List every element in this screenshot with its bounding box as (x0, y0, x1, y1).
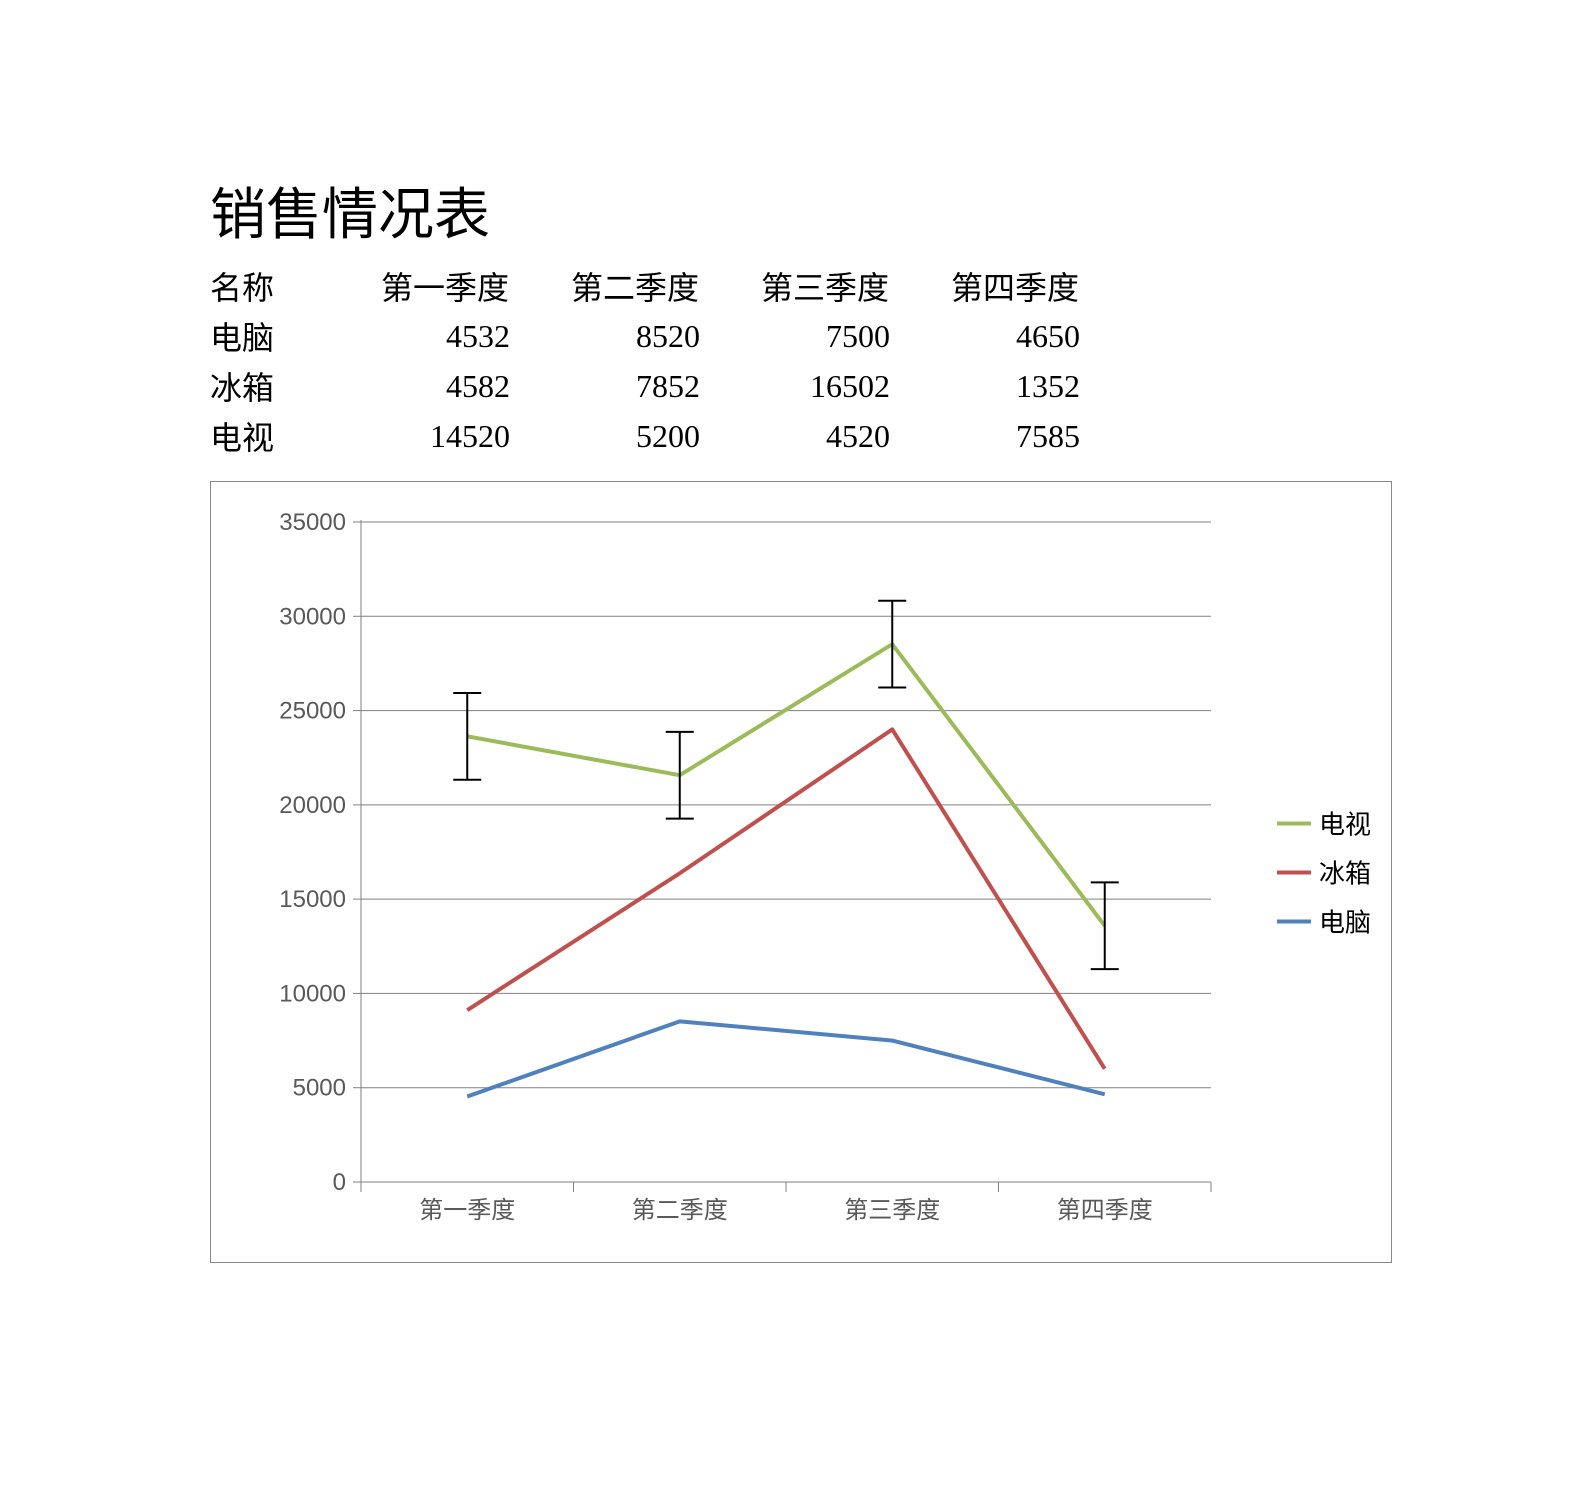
svg-text:15000: 15000 (279, 886, 346, 913)
table-row: 电视 14520 5200 4520 7585 (210, 411, 1110, 461)
svg-text:第四季度: 第四季度 (1057, 1197, 1153, 1224)
cell: 1352 (920, 361, 1110, 411)
cell: 5200 (540, 411, 730, 461)
cell: 4520 (730, 411, 920, 461)
svg-text:第一季度: 第一季度 (419, 1197, 515, 1224)
svg-text:第三季度: 第三季度 (844, 1197, 940, 1224)
cell: 7852 (540, 361, 730, 411)
chart-svg: 0 5000 10000 15000 20000 25000 30000 35000 第一季度 第… (211, 482, 1391, 1262)
col-q4: 第四季度 (920, 261, 1110, 311)
legend-label-fridge: 冰箱 (1319, 854, 1371, 891)
col-name: 名称 (210, 261, 350, 311)
page-title: 销售情况表 (210, 170, 1446, 251)
col-q1: 第一季度 (350, 261, 540, 311)
row-name: 冰箱 (210, 361, 350, 411)
legend-item-fridge: 冰箱 (1277, 854, 1371, 891)
cell: 16502 (730, 361, 920, 411)
legend-label-pc: 电脑 (1319, 903, 1371, 940)
legend-swatch-pc (1277, 919, 1311, 923)
svg-text:5000: 5000 (293, 1075, 346, 1102)
svg-text:0: 0 (333, 1169, 346, 1196)
svg-text:30000: 30000 (279, 603, 346, 630)
chart-legend: 电视 冰箱 电脑 (1277, 793, 1371, 952)
col-q3: 第三季度 (730, 261, 920, 311)
svg-text:第二季度: 第二季度 (632, 1197, 728, 1224)
svg-text:10000: 10000 (279, 980, 346, 1007)
row-name: 电视 (210, 411, 350, 461)
row-name: 电脑 (210, 311, 350, 361)
cell: 4532 (350, 311, 540, 361)
cell: 8520 (540, 311, 730, 361)
table-row: 电脑 4532 8520 7500 4650 (210, 311, 1110, 361)
cell: 7585 (920, 411, 1110, 461)
table-header-row: 名称 第一季度 第二季度 第三季度 第四季度 (210, 261, 1110, 311)
svg-text:20000: 20000 (279, 792, 346, 819)
svg-text:25000: 25000 (279, 698, 346, 725)
legend-label-tv: 电视 (1319, 805, 1371, 842)
cell: 14520 (350, 411, 540, 461)
line-chart: 0 5000 10000 15000 20000 25000 30000 35000 第一季度 第… (210, 481, 1392, 1263)
svg-text:35000: 35000 (279, 509, 346, 536)
table-row: 冰箱 4582 7852 16502 1352 (210, 361, 1110, 411)
page: 销售情况表 名称 第一季度 第二季度 第三季度 第四季度 电脑 4532 852… (0, 0, 1596, 1491)
legend-swatch-tv (1277, 821, 1311, 825)
sales-table: 名称 第一季度 第二季度 第三季度 第四季度 电脑 4532 8520 7500… (210, 261, 1110, 461)
legend-item-pc: 电脑 (1277, 903, 1371, 940)
col-q2: 第二季度 (540, 261, 730, 311)
cell: 4650 (920, 311, 1110, 361)
cell: 4582 (350, 361, 540, 411)
legend-item-tv: 电视 (1277, 805, 1371, 842)
legend-swatch-fridge (1277, 870, 1311, 874)
cell: 7500 (730, 311, 920, 361)
